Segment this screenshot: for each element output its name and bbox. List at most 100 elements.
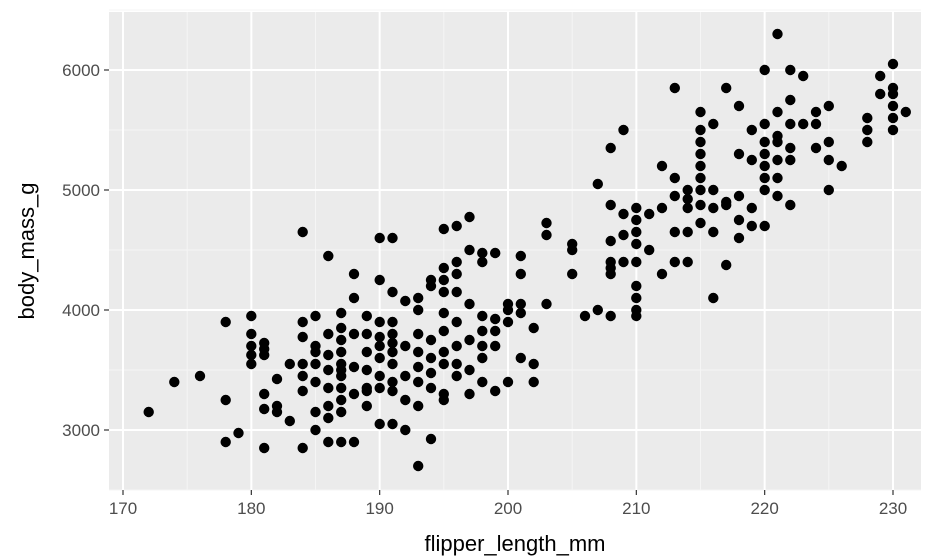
data-point xyxy=(618,229,629,241)
data-point xyxy=(631,280,642,292)
data-point xyxy=(438,346,449,358)
data-point xyxy=(400,295,411,307)
data-point xyxy=(413,304,424,316)
data-point xyxy=(348,436,360,448)
x-tick-label: 200 xyxy=(494,499,522,518)
data-point xyxy=(361,364,372,376)
data-point xyxy=(425,274,437,286)
data-point xyxy=(477,247,488,259)
data-point xyxy=(400,394,411,406)
data-point xyxy=(490,325,501,337)
data-point xyxy=(413,346,424,358)
x-tick-label: 210 xyxy=(622,499,650,518)
data-point xyxy=(413,328,424,340)
data-point xyxy=(631,214,642,226)
data-point xyxy=(669,190,680,202)
data-point xyxy=(631,256,642,268)
data-point xyxy=(887,58,899,70)
data-point xyxy=(348,268,360,280)
data-point xyxy=(631,238,642,250)
data-point xyxy=(323,328,334,340)
data-point xyxy=(220,394,231,406)
data-point xyxy=(451,340,462,352)
data-point xyxy=(682,184,693,196)
data-point xyxy=(348,361,360,373)
data-point xyxy=(669,256,680,268)
data-point xyxy=(862,136,873,148)
data-point xyxy=(323,250,334,262)
data-point xyxy=(348,388,360,400)
data-point xyxy=(438,388,449,400)
data-point xyxy=(387,418,398,430)
data-point xyxy=(836,160,847,172)
data-point xyxy=(297,370,308,382)
data-point xyxy=(387,385,398,397)
data-point xyxy=(759,184,770,196)
data-point xyxy=(336,358,347,370)
data-point xyxy=(413,361,424,373)
data-point xyxy=(310,406,321,418)
plot-panel xyxy=(109,12,921,490)
data-point xyxy=(413,460,424,472)
data-point xyxy=(631,304,642,316)
data-point xyxy=(425,334,437,346)
data-point xyxy=(259,403,270,415)
data-point xyxy=(644,244,655,256)
data-point xyxy=(348,292,360,304)
data-point xyxy=(669,82,680,94)
data-point xyxy=(246,328,257,340)
data-point xyxy=(785,154,796,166)
data-point xyxy=(246,340,257,352)
data-point xyxy=(323,400,334,412)
data-point xyxy=(618,208,629,220)
data-point xyxy=(528,358,539,370)
data-point xyxy=(605,256,616,268)
data-point xyxy=(695,217,706,229)
data-point xyxy=(361,310,372,322)
y-tick-label: 4000 xyxy=(62,301,100,320)
data-point xyxy=(631,202,642,214)
data-point xyxy=(733,148,745,160)
data-point xyxy=(361,328,372,340)
data-point xyxy=(810,142,822,154)
data-point xyxy=(759,160,770,172)
data-point xyxy=(528,322,539,334)
data-point xyxy=(772,172,783,184)
data-point xyxy=(336,346,347,358)
data-point xyxy=(310,424,321,436)
x-tick-label: 180 xyxy=(237,499,265,518)
data-point xyxy=(451,286,462,298)
data-point xyxy=(541,298,552,310)
data-point xyxy=(631,292,642,304)
data-point xyxy=(579,310,591,322)
y-tick-label: 5000 xyxy=(62,181,100,200)
data-point xyxy=(823,154,834,166)
data-point xyxy=(451,316,462,328)
data-point xyxy=(810,118,822,130)
data-point xyxy=(695,184,706,196)
data-point xyxy=(656,202,668,214)
data-point xyxy=(297,442,308,454)
data-point xyxy=(387,286,398,298)
data-point xyxy=(284,415,295,427)
data-point xyxy=(451,370,462,382)
data-point xyxy=(759,136,770,148)
data-point xyxy=(374,316,385,328)
data-point xyxy=(618,256,629,268)
data-point xyxy=(605,235,616,247)
data-point xyxy=(887,100,899,112)
data-point xyxy=(143,406,154,418)
data-point xyxy=(785,94,796,106)
data-point xyxy=(772,28,783,40)
data-point xyxy=(374,352,385,364)
data-point xyxy=(490,340,501,352)
data-point xyxy=(310,358,321,370)
data-point xyxy=(323,349,334,361)
x-tick-label: 230 xyxy=(879,499,907,518)
data-point xyxy=(785,142,796,154)
data-point xyxy=(220,316,231,328)
data-point xyxy=(528,376,539,388)
data-point xyxy=(592,178,603,190)
data-point xyxy=(618,124,629,136)
data-point xyxy=(875,70,886,82)
